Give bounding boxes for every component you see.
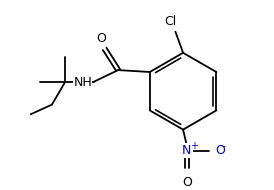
Text: N: N: [182, 144, 192, 157]
Text: O: O: [96, 32, 106, 45]
Text: -: -: [221, 141, 226, 151]
Text: +: +: [190, 141, 198, 151]
Text: NH: NH: [73, 76, 92, 89]
Text: Cl: Cl: [164, 15, 177, 28]
Text: O: O: [182, 176, 192, 189]
Text: O: O: [215, 144, 225, 157]
